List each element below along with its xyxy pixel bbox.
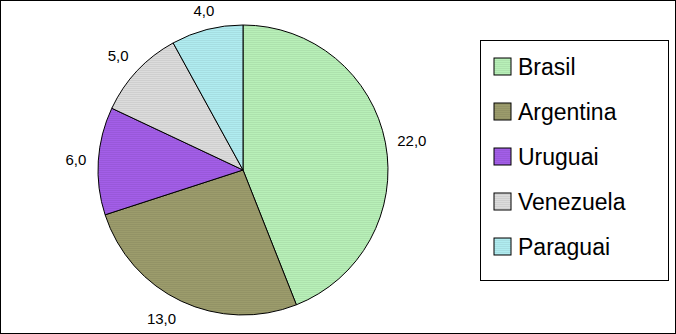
chart-svg: 22,0 13,0 6,0 5,0 4,0 Brasil Argentina Uruguai V… (0, 0, 676, 334)
legend-swatch (494, 58, 511, 75)
slices (98, 25, 388, 315)
slice (173, 25, 243, 170)
legend-label: Argentina (518, 99, 617, 125)
legend-swatch (494, 103, 511, 120)
data-label: 22,0 (397, 132, 426, 149)
legend-label: Venezuela (518, 189, 626, 215)
legend-label: Brasil (518, 54, 576, 80)
legend: Brasil Argentina Uruguai Venezuela Paraguai (481, 41, 669, 281)
frame (1, 1, 676, 334)
data-label: 6,0 (65, 151, 86, 168)
legend-swatch (494, 193, 511, 210)
chart-container: 22,0 13,0 6,0 5,0 4,0 Brasil Argentina Uruguai V… (0, 0, 676, 334)
data-labels: 22,0 13,0 6,0 5,0 4,0 (65, 2, 426, 327)
legend-label: Paraguai (518, 234, 610, 260)
legend-label: Uruguai (518, 144, 599, 170)
legend-box (481, 41, 669, 281)
legend-swatch (494, 238, 511, 255)
data-label: 13,0 (147, 310, 176, 327)
legend-swatch (494, 148, 511, 165)
data-label: 4,0 (194, 2, 215, 19)
data-label: 5,0 (108, 47, 129, 64)
